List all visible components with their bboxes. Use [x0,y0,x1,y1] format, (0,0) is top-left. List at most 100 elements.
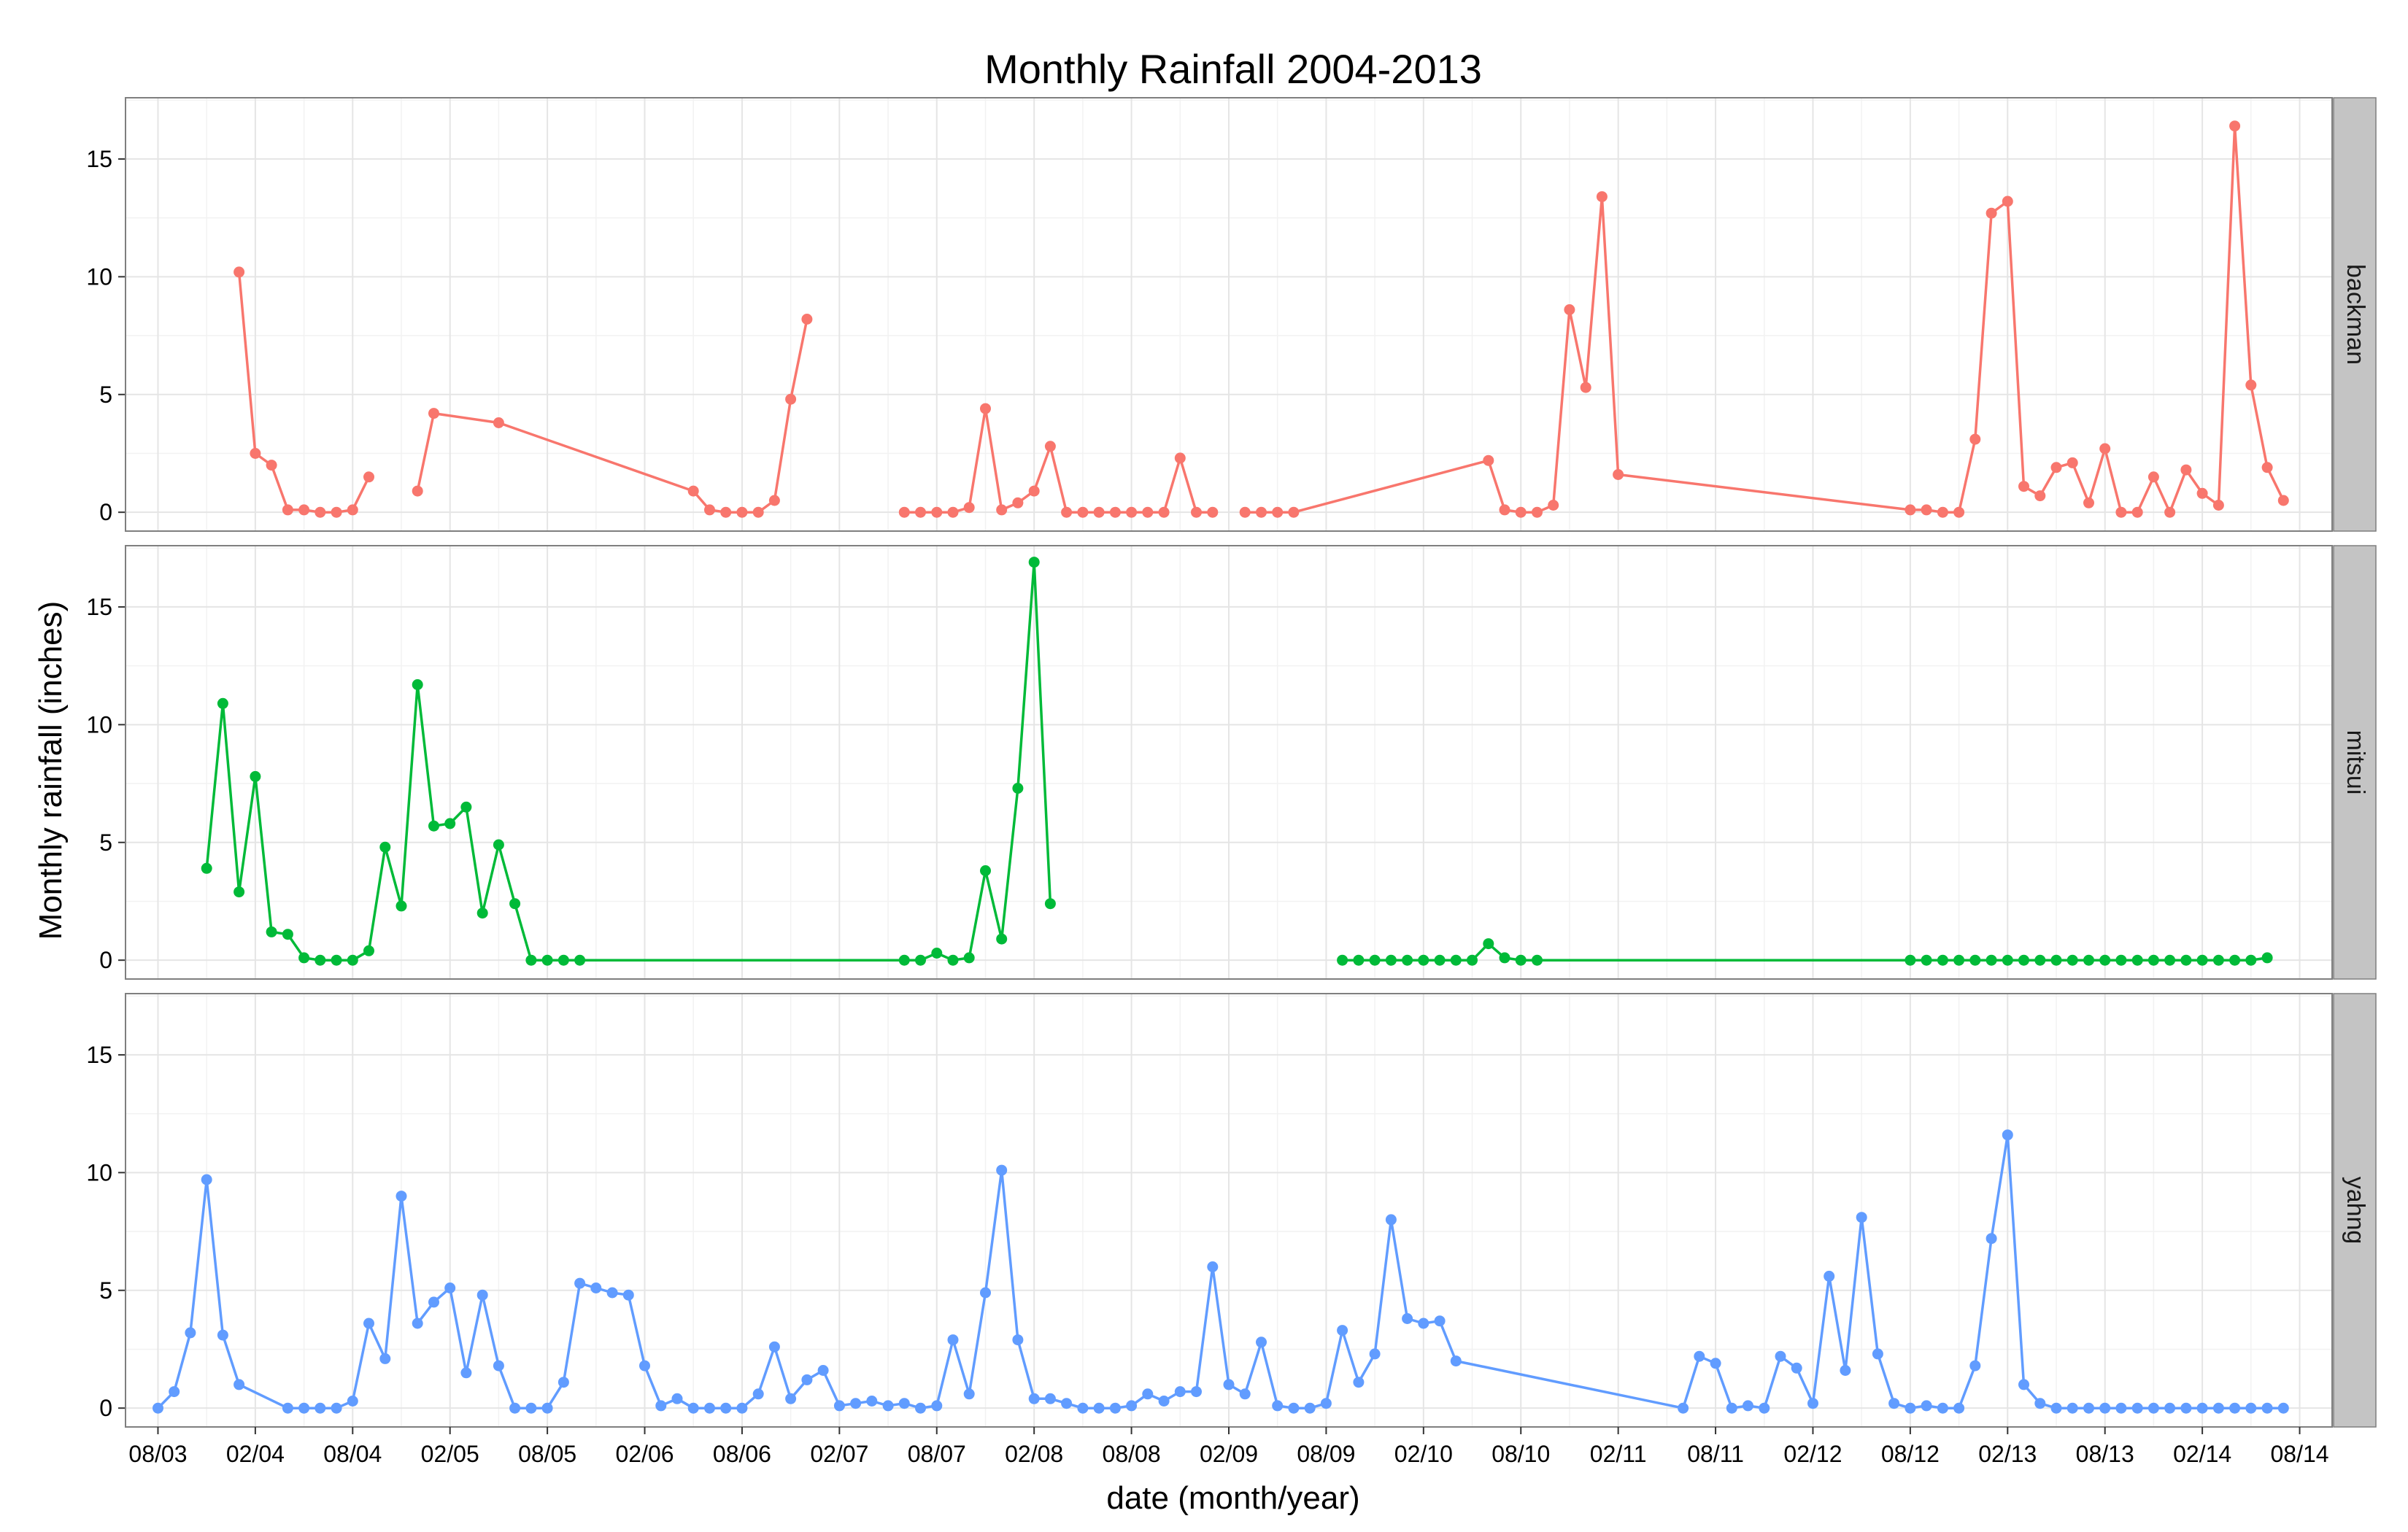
data-point-yahng [1969,1360,1981,1372]
x-tick-label: 02/05 [421,1441,479,1467]
data-point-yahng [963,1388,975,1400]
data-point-backman [1288,506,1300,518]
x-tick-label: 08/04 [323,1441,382,1467]
data-point-backman [347,504,358,516]
data-point-backman [1937,506,1948,518]
facet-label-backman: backman [2342,264,2369,365]
data-point-yahng [1142,1388,1154,1400]
data-point-yahng [1223,1379,1235,1390]
data-point-backman [801,314,813,325]
data-point-yahng [1239,1388,1251,1400]
data-point-yahng [1953,1402,1965,1414]
data-point-backman [1564,304,1575,315]
data-point-yahng [1418,1318,1429,1329]
data-point-mitsui [1369,954,1381,966]
data-point-mitsui [996,933,1008,945]
data-point-backman [2034,490,2046,502]
x-tick-label: 08/11 [1687,1441,1744,1467]
data-point-mitsui [2034,954,2046,966]
data-point-yahng [1775,1350,1786,1362]
data-point-yahng [2212,1402,2224,1414]
data-point-backman [2261,462,2273,473]
x-tick-label: 08/14 [2270,1441,2328,1467]
data-point-backman [963,502,975,514]
data-point-yahng [2050,1402,2062,1414]
data-point-yahng [2277,1402,2289,1414]
data-point-backman [1077,506,1089,518]
data-point-yahng [785,1393,797,1404]
data-point-yahng [2018,1379,2029,1390]
data-point-yahng [314,1402,326,1414]
data-point-backman [1256,506,1267,518]
data-point-mitsui [1467,954,1478,966]
data-point-backman [720,506,732,518]
data-point-backman [363,471,374,483]
data-point-mitsui [1499,952,1510,964]
data-point-yahng [2115,1402,2127,1414]
data-point-yahng [1937,1402,1948,1414]
data-point-yahng [2147,1402,2159,1414]
x-tick-label: 02/04 [226,1441,285,1467]
data-point-mitsui [980,865,991,876]
data-point-yahng [801,1374,813,1385]
data-point-mitsui [898,954,910,966]
data-point-yahng [201,1174,212,1185]
x-tick-label: 08/06 [713,1441,771,1467]
data-point-mitsui [1385,954,1397,966]
x-tick-label: 02/09 [1200,1441,1258,1467]
x-tick-label: 02/14 [2173,1441,2231,1467]
data-point-backman [1126,506,1138,518]
data-point-yahng [850,1398,862,1409]
data-point-yahng [347,1396,358,1407]
x-tick-label: 08/13 [2076,1441,2134,1467]
data-point-yahng [1743,1400,1753,1412]
data-point-mitsui [1402,954,1413,966]
panel-mitsui: 0 5 10 15 mitsui [86,545,2377,980]
facet-strip [2333,993,2377,1428]
x-tick-label: 08/12 [1881,1441,1940,1467]
x-tick-label: 08/03 [128,1441,187,1467]
data-point-yahng [1710,1358,1721,1369]
data-point-backman [282,504,293,516]
data-point-yahng [1158,1396,1170,1407]
data-point-yahng [282,1402,293,1414]
data-point-mitsui [1353,954,1365,966]
data-point-yahng [817,1365,829,1376]
data-point-yahng [1872,1348,1883,1360]
data-point-yahng [622,1289,634,1301]
y-tick-label: 0 [99,499,112,525]
data-point-yahng [509,1402,521,1414]
data-point-yahng [525,1402,537,1414]
data-point-backman [2180,464,2192,476]
data-point-yahng [444,1283,456,1293]
data-point-mitsui [444,818,456,829]
data-point-yahng [574,1277,586,1289]
data-point-yahng [1840,1365,1851,1376]
x-tick-label: 02/13 [1978,1441,2037,1467]
data-point-yahng [1905,1402,1916,1414]
x-axis-title: date (month/year) [1106,1480,1359,1516]
data-point-yahng [1093,1402,1105,1414]
data-point-yahng [363,1318,374,1329]
data-point-yahng [1109,1402,1121,1414]
data-point-yahng [1174,1386,1186,1398]
y-tick-label: 0 [99,947,112,973]
series-line-mitsui [205,560,1052,962]
data-point-yahng [298,1402,310,1414]
data-point-mitsui [931,948,943,959]
data-point-yahng [1191,1386,1202,1398]
data-point-yahng [606,1287,618,1299]
data-point-mitsui [525,954,537,966]
data-point-mitsui [2115,954,2127,966]
data-point-mitsui [2196,954,2208,966]
data-point-backman [2115,506,2127,518]
data-point-yahng [1694,1350,1705,1362]
data-point-mitsui [331,954,342,966]
data-point-backman [493,417,504,428]
data-point-mitsui [1012,783,1024,794]
data-point-yahng [2196,1402,2208,1414]
data-point-backman [1953,506,1965,518]
data-point-mitsui [1986,954,1997,966]
data-point-yahng [412,1318,423,1329]
data-point-backman [1093,506,1105,518]
